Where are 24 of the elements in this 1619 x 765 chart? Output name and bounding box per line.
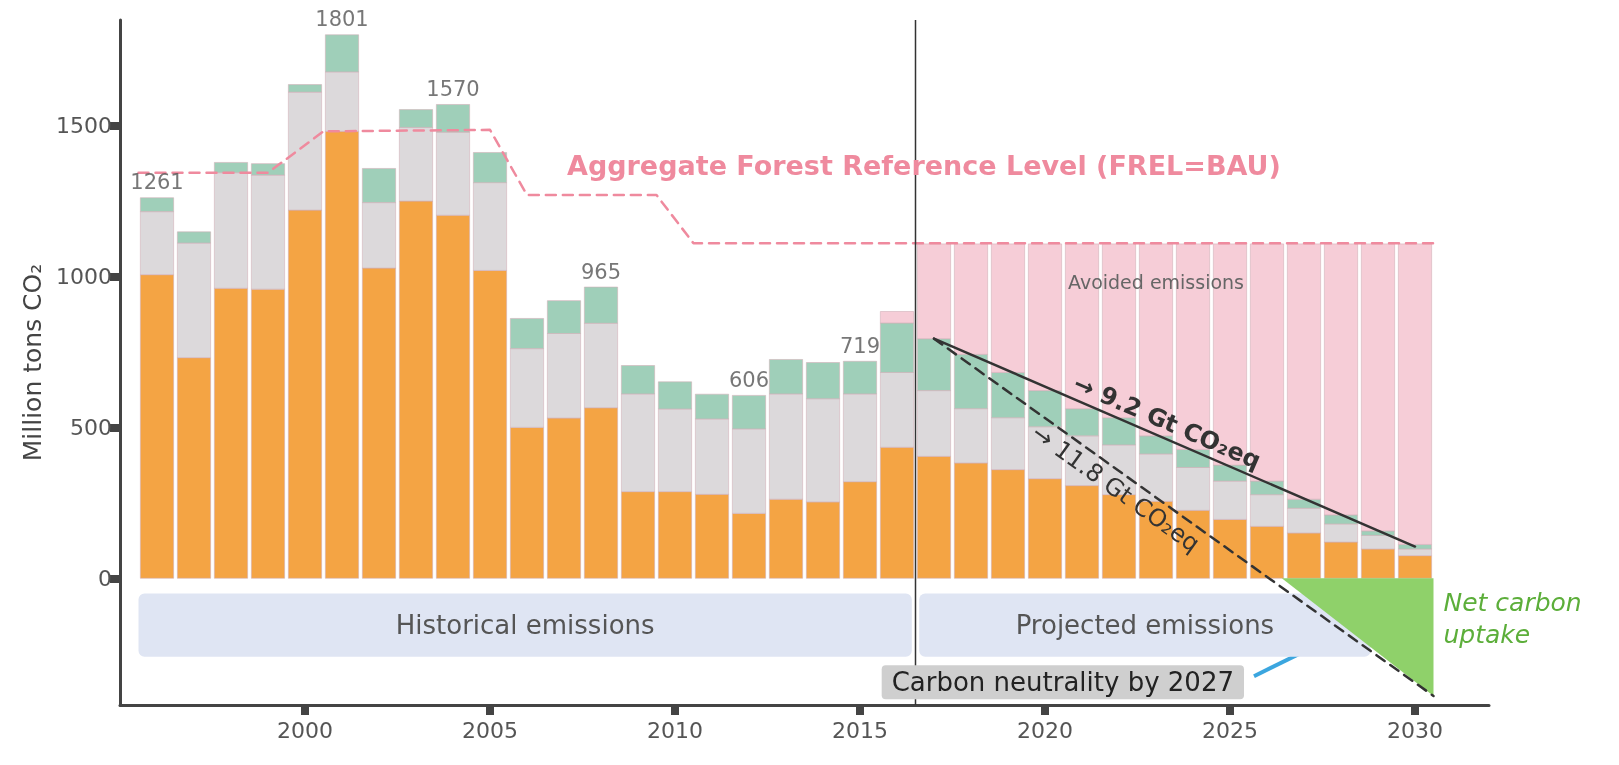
total-label: 606 bbox=[728, 367, 770, 392]
total-label: 1570 bbox=[426, 76, 480, 101]
y-tick-label: 1000 bbox=[56, 264, 112, 289]
x-tick-label: 2010 bbox=[647, 717, 703, 743]
y-tick-label: 1500 bbox=[56, 113, 112, 139]
series-label: Avoided emissions bbox=[1067, 271, 1245, 294]
x-tick-label: 2005 bbox=[462, 717, 518, 743]
x-tick-label: 2030 bbox=[1387, 717, 1443, 743]
x-tick-label: 2000 bbox=[277, 717, 333, 743]
bar bbox=[1361, 243, 1395, 532]
band-label: Projected emissions bbox=[1015, 610, 1275, 641]
y-tick-label: 500 bbox=[70, 414, 112, 440]
x-tick-label: 2015 bbox=[832, 717, 888, 743]
band-label: Historical emissions bbox=[395, 610, 655, 641]
total-label: 965 bbox=[580, 259, 622, 284]
x-tick-label: 2025 bbox=[1202, 717, 1258, 743]
series-label: Net carbon uptake bbox=[1443, 587, 1590, 649]
y-tick-label: 0 bbox=[98, 565, 112, 591]
annotation: Carbon neutrality by 2027 bbox=[891, 667, 1234, 698]
total-label: 1801 bbox=[315, 7, 369, 32]
total-label: 1261 bbox=[130, 170, 184, 195]
x-tick-label: 2020 bbox=[1017, 717, 1073, 743]
total-label: 719 bbox=[839, 333, 881, 358]
y-axis-title: Million tons CO₂ bbox=[18, 263, 48, 462]
